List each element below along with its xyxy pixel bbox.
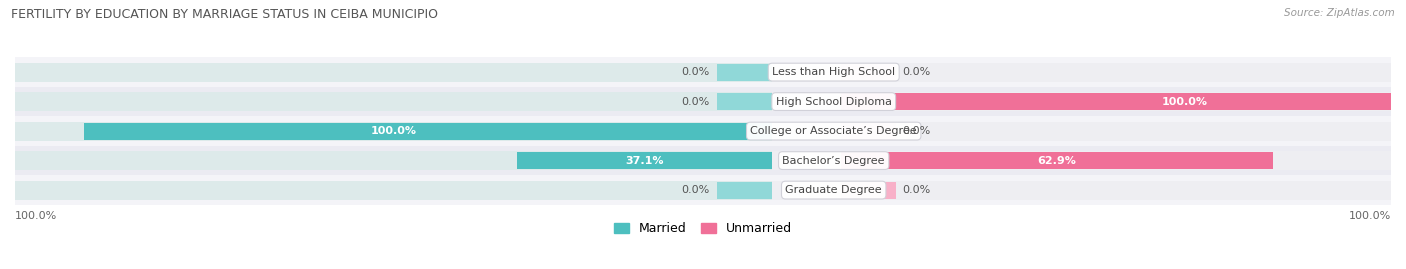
Bar xyxy=(772,151,1391,170)
Text: Bachelor’s Degree: Bachelor’s Degree xyxy=(783,155,884,166)
Text: 62.9%: 62.9% xyxy=(1038,155,1077,166)
Bar xyxy=(15,57,1391,87)
Text: 100.0%: 100.0% xyxy=(1161,97,1208,107)
Bar xyxy=(772,92,1391,111)
Text: 100.0%: 100.0% xyxy=(15,211,58,221)
Text: 100.0%: 100.0% xyxy=(1348,211,1391,221)
Bar xyxy=(717,182,772,199)
Text: 0.0%: 0.0% xyxy=(903,185,931,195)
Bar xyxy=(15,181,772,200)
Bar xyxy=(15,151,772,170)
Bar xyxy=(15,63,772,82)
Text: 100.0%: 100.0% xyxy=(370,126,416,136)
Bar xyxy=(772,63,1391,82)
Text: 0.0%: 0.0% xyxy=(682,67,710,77)
Text: High School Diploma: High School Diploma xyxy=(776,97,891,107)
Text: 0.0%: 0.0% xyxy=(682,97,710,107)
Bar xyxy=(15,175,1391,205)
Text: 0.0%: 0.0% xyxy=(682,185,710,195)
Text: Less than High School: Less than High School xyxy=(772,67,896,77)
Text: 37.1%: 37.1% xyxy=(624,155,664,166)
Bar xyxy=(772,122,1391,140)
Bar xyxy=(841,182,896,199)
Text: FERTILITY BY EDUCATION BY MARRIAGE STATUS IN CEIBA MUNICIPIO: FERTILITY BY EDUCATION BY MARRIAGE STATU… xyxy=(11,8,439,21)
Bar xyxy=(841,63,896,81)
Bar xyxy=(15,87,1391,116)
Bar xyxy=(717,63,772,81)
Bar xyxy=(15,92,772,111)
Bar xyxy=(772,181,1391,200)
Text: 0.0%: 0.0% xyxy=(903,126,931,136)
Bar xyxy=(717,93,772,110)
Text: 0.0%: 0.0% xyxy=(903,67,931,77)
Bar xyxy=(841,93,1406,110)
Bar xyxy=(15,116,1391,146)
Bar xyxy=(841,123,896,140)
Bar xyxy=(15,146,1391,175)
Legend: Married, Unmarried: Married, Unmarried xyxy=(613,222,793,235)
Text: College or Associate’s Degree: College or Associate’s Degree xyxy=(751,126,917,136)
Bar xyxy=(15,122,772,140)
Bar xyxy=(841,152,1274,169)
Bar xyxy=(516,152,772,169)
Text: Graduate Degree: Graduate Degree xyxy=(786,185,882,195)
Text: Source: ZipAtlas.com: Source: ZipAtlas.com xyxy=(1284,8,1395,18)
Bar xyxy=(84,123,772,140)
